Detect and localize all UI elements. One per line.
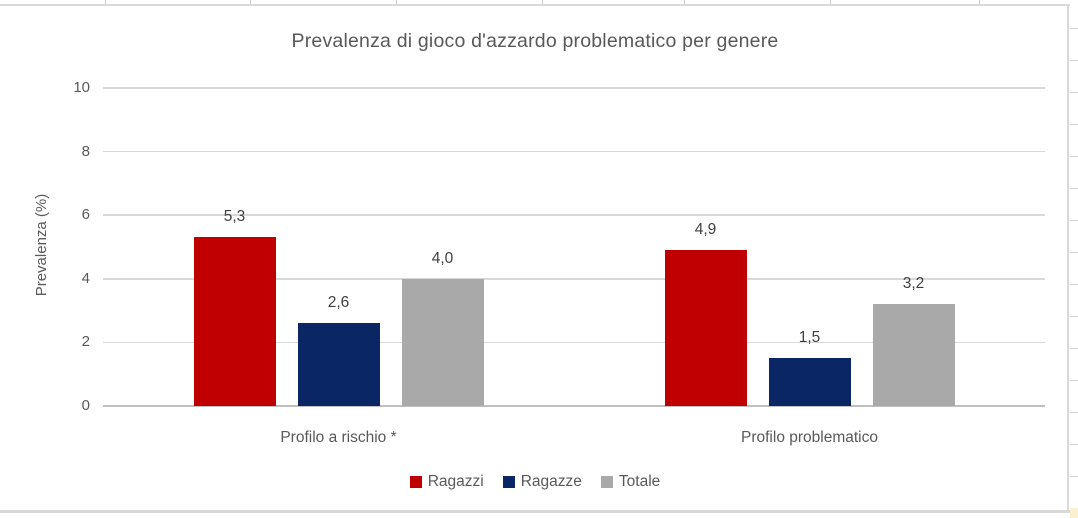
data-label-ragazze-profilo-problematico: 1,5 xyxy=(798,329,821,347)
legend-marker-ragazze-icon xyxy=(502,476,515,488)
legend-item-ragazzi[interactable]: Ragazzi xyxy=(409,473,484,491)
spreadsheet-row-border xyxy=(1070,124,1078,125)
spreadsheet-row-border xyxy=(1070,348,1078,349)
y-tick-label: 2 xyxy=(81,333,90,351)
spreadsheet-column-border xyxy=(979,0,980,4)
x-axis-line xyxy=(103,405,1045,407)
y-axis-title: Prevalenza (%) xyxy=(33,193,50,297)
gridline xyxy=(103,278,1045,280)
spreadsheet-column-border xyxy=(684,0,685,4)
spreadsheet-column-border xyxy=(250,0,251,4)
legend-item-ragazze[interactable]: Ragazze xyxy=(502,473,582,491)
spreadsheet-row-border xyxy=(1070,28,1078,29)
y-tick-label: 6 xyxy=(81,206,90,224)
gridline xyxy=(103,214,1045,216)
x-category-label-profilo-problematico: Profilo problematico xyxy=(741,429,878,446)
data-label-ragazzi-profilo-problematico: 4,9 xyxy=(694,221,717,239)
gridline xyxy=(103,341,1045,344)
spreadsheet-row-border xyxy=(1070,60,1078,61)
y-tick-label: 10 xyxy=(73,79,90,96)
chart-title[interactable]: Prevalenza di gioco d'azzardo problemati… xyxy=(291,30,779,52)
data-label-ragazze-profilo-a-rischio: 2,6 xyxy=(327,294,350,312)
gridline xyxy=(103,150,1045,153)
spreadsheet-row-border xyxy=(1070,476,1078,477)
spreadsheet-row-border xyxy=(1070,412,1078,413)
legend-label: Ragazzi xyxy=(427,473,484,490)
bar-ragazze-profilo-a-rischio[interactable] xyxy=(297,323,380,406)
spreadsheet-row-border xyxy=(1070,92,1078,93)
legend: Ragazzi Ragazze Totale xyxy=(0,471,1070,493)
spreadsheet-column-border xyxy=(396,0,397,4)
spreadsheet-row-border xyxy=(1070,252,1078,253)
spreadsheet-column-border xyxy=(542,0,543,4)
spreadsheet-column-border xyxy=(830,0,831,4)
spreadsheet-row-border xyxy=(1070,188,1078,189)
y-tick-label: 4 xyxy=(81,269,90,287)
bar-ragazzi-profilo-a-rischio[interactable] xyxy=(193,237,276,406)
legend-marker-totale-icon xyxy=(600,476,613,488)
data-label-totale-profilo-problematico: 3,2 xyxy=(902,275,925,293)
legend-label: Totale xyxy=(618,473,661,490)
bar-totale-profilo-problematico[interactable] xyxy=(872,304,955,406)
data-label-totale-profilo-a-rischio: 4,0 xyxy=(431,249,454,267)
chart-border-right xyxy=(1067,4,1069,513)
chart-border-bottom xyxy=(0,510,1070,513)
bar-ragazze-profilo-problematico[interactable] xyxy=(768,358,851,406)
bar-ragazzi-profilo-problematico[interactable] xyxy=(664,250,747,406)
spreadsheet-row-border xyxy=(1070,316,1078,317)
legend-label: Ragazze xyxy=(520,473,582,490)
legend-item-totale[interactable]: Totale xyxy=(600,473,661,491)
spreadsheet-right-column xyxy=(1070,0,1078,518)
x-category-label-profilo-a-rischio: Profilo a rischio * xyxy=(280,429,397,446)
spreadsheet-row-border xyxy=(1070,156,1078,157)
legend-marker-ragazzi-icon xyxy=(409,476,422,488)
spreadsheet-row-border xyxy=(1070,444,1078,445)
spreadsheet-top-row xyxy=(0,0,1078,4)
spreadsheet-row-border xyxy=(1070,220,1078,221)
y-tick-label: 0 xyxy=(81,397,90,414)
y-tick-label: 8 xyxy=(81,142,90,160)
data-label-ragazzi-profilo-a-rischio: 5,3 xyxy=(223,208,246,226)
spreadsheet-highlight-cell[interactable] xyxy=(1070,508,1078,518)
spreadsheet-row-border xyxy=(1070,284,1078,285)
chart-area[interactable]: Prevalenza di gioco d'azzardo problemati… xyxy=(0,4,1070,513)
spreadsheet-row-border xyxy=(1070,380,1078,381)
spreadsheet-column-border xyxy=(105,0,106,4)
plot-area: 5,3 2,6 4,0 4,9 1,5 3,2 xyxy=(103,87,1045,407)
chart-border-top xyxy=(0,4,1070,6)
gridline xyxy=(103,87,1045,89)
bar-totale-profilo-a-rischio[interactable] xyxy=(401,278,484,406)
